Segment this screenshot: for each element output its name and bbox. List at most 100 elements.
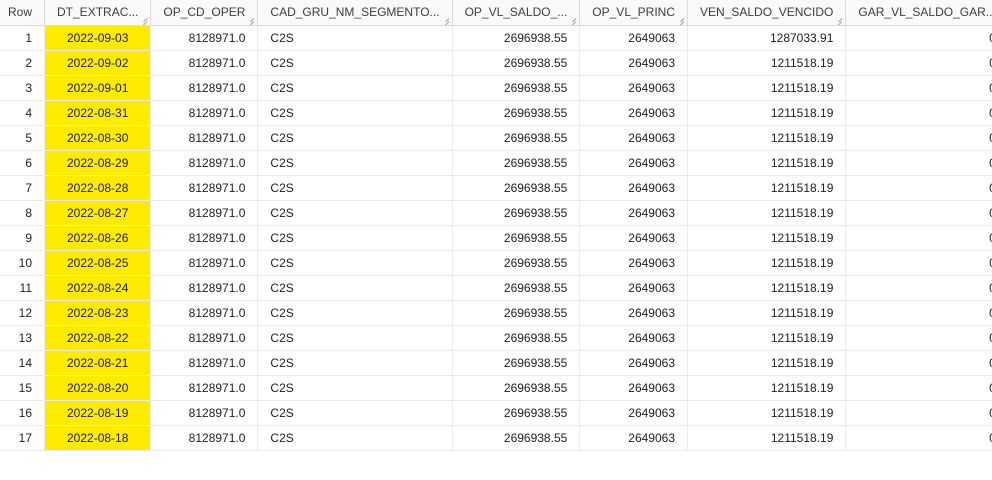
row-number[interactable]: 4 xyxy=(0,100,46,126)
cell-op-cd-oper[interactable]: 8128971.0 xyxy=(150,225,259,251)
cell-op-cd-oper[interactable]: 8128971.0 xyxy=(150,75,259,101)
cell-dt-extrac[interactable]: 2022-08-20 xyxy=(44,375,152,401)
cell-op-cd-oper[interactable]: 8128971.0 xyxy=(150,125,259,151)
cell-op-vl-princ[interactable]: 2649063 xyxy=(579,125,688,151)
row-number[interactable]: 17 xyxy=(0,425,46,451)
cell-op-cd-oper[interactable]: 8128971.0 xyxy=(150,375,259,401)
cell-gar-vl-saldo-gar[interactable]: 0 xyxy=(845,375,992,401)
cell-op-vl-saldo[interactable]: 2696938.55 xyxy=(452,75,581,101)
row-number[interactable]: 9 xyxy=(0,225,46,251)
cell-op-cd-oper[interactable]: 8128971.0 xyxy=(150,50,259,76)
column-header-op-cd-oper[interactable]: OP_CD_OPER xyxy=(150,0,259,26)
column-resize-handle-icon[interactable] xyxy=(140,15,147,22)
cell-gar-vl-saldo-gar[interactable]: 0 xyxy=(845,50,992,76)
cell-dt-extrac[interactable]: 2022-08-22 xyxy=(44,325,152,351)
cell-op-vl-saldo[interactable]: 2696938.55 xyxy=(452,50,581,76)
column-header-cad-gru-nm-segmento[interactable]: CAD_GRU_NM_SEGMENTO... xyxy=(257,0,453,26)
cell-dt-extrac[interactable]: 2022-08-30 xyxy=(44,125,152,151)
column-resize-handle-icon[interactable] xyxy=(569,15,576,22)
cell-op-vl-princ[interactable]: 2649063 xyxy=(579,325,688,351)
cell-op-vl-princ[interactable]: 2649063 xyxy=(579,25,688,51)
cell-op-cd-oper[interactable]: 8128971.0 xyxy=(150,100,259,126)
row-number[interactable]: 15 xyxy=(0,375,46,401)
table-row[interactable]: 16 2022-08-19 8128971.0 C2S 2696938.55 264906… xyxy=(0,400,992,426)
cell-dt-extrac[interactable]: 2022-08-31 xyxy=(44,100,152,126)
cell-cad-gru-nm-segmento[interactable]: C2S xyxy=(257,50,453,76)
cell-dt-extrac[interactable]: 2022-09-03 xyxy=(44,25,152,51)
cell-ven-saldo-vencido[interactable]: 1211518.19 xyxy=(687,75,847,101)
row-number[interactable]: 6 xyxy=(0,150,46,176)
row-number[interactable]: 8 xyxy=(0,200,46,226)
cell-ven-saldo-vencido[interactable]: 1211518.19 xyxy=(687,400,847,426)
table-row[interactable]: 6 2022-08-29 8128971.0 C2S 2696938.55 2649063… xyxy=(0,150,992,176)
column-header-dt-extrac[interactable]: DT_EXTRAC... xyxy=(44,0,152,26)
cell-ven-saldo-vencido[interactable]: 1211518.19 xyxy=(687,300,847,326)
column-header-ven-saldo-vencido[interactable]: VEN_SALDO_VENCIDO xyxy=(687,0,847,26)
cell-op-vl-princ[interactable]: 2649063 xyxy=(579,250,688,276)
row-number[interactable]: 7 xyxy=(0,175,46,201)
table-row[interactable]: 15 2022-08-20 8128971.0 C2S 2696938.55 264906… xyxy=(0,375,992,401)
cell-dt-extrac[interactable]: 2022-08-29 xyxy=(44,150,152,176)
cell-op-vl-saldo[interactable]: 2696938.55 xyxy=(452,125,581,151)
cell-op-vl-princ[interactable]: 2649063 xyxy=(579,175,688,201)
cell-gar-vl-saldo-gar[interactable]: 0 xyxy=(845,250,992,276)
cell-gar-vl-saldo-gar[interactable]: 0 xyxy=(845,200,992,226)
cell-gar-vl-saldo-gar[interactable]: 0 xyxy=(845,325,992,351)
cell-cad-gru-nm-segmento[interactable]: C2S xyxy=(257,25,453,51)
cell-op-vl-princ[interactable]: 2649063 xyxy=(579,100,688,126)
cell-ven-saldo-vencido[interactable]: 1211518.19 xyxy=(687,250,847,276)
cell-cad-gru-nm-segmento[interactable]: C2S xyxy=(257,400,453,426)
row-number[interactable]: 10 xyxy=(0,250,46,276)
cell-dt-extrac[interactable]: 2022-08-23 xyxy=(44,300,152,326)
cell-op-vl-saldo[interactable]: 2696938.55 xyxy=(452,375,581,401)
cell-op-cd-oper[interactable]: 8128971.0 xyxy=(150,200,259,226)
column-header-op-vl-saldo[interactable]: OP_VL_SALDO_... xyxy=(452,0,581,26)
table-row[interactable]: 3 2022-09-01 8128971.0 C2S 2696938.55 2649063… xyxy=(0,75,992,101)
cell-op-vl-princ[interactable]: 2649063 xyxy=(579,200,688,226)
column-resize-handle-icon[interactable] xyxy=(442,15,449,22)
column-resize-handle-icon[interactable] xyxy=(247,15,254,22)
cell-gar-vl-saldo-gar[interactable]: 0 xyxy=(845,75,992,101)
cell-gar-vl-saldo-gar[interactable]: 0 xyxy=(845,175,992,201)
row-number[interactable]: 2 xyxy=(0,50,46,76)
cell-gar-vl-saldo-gar[interactable]: 0 xyxy=(845,400,992,426)
cell-op-vl-saldo[interactable]: 2696938.55 xyxy=(452,350,581,376)
cell-op-cd-oper[interactable]: 8128971.0 xyxy=(150,325,259,351)
cell-op-cd-oper[interactable]: 8128971.0 xyxy=(150,400,259,426)
row-number[interactable]: 5 xyxy=(0,125,46,151)
cell-op-vl-princ[interactable]: 2649063 xyxy=(579,350,688,376)
cell-dt-extrac[interactable]: 2022-08-19 xyxy=(44,400,152,426)
cell-ven-saldo-vencido[interactable]: 1287033.91 xyxy=(687,25,847,51)
cell-op-vl-princ[interactable]: 2649063 xyxy=(579,225,688,251)
cell-gar-vl-saldo-gar[interactable]: 0 xyxy=(845,125,992,151)
cell-op-vl-saldo[interactable]: 2696938.55 xyxy=(452,300,581,326)
cell-op-vl-princ[interactable]: 2649063 xyxy=(579,425,688,451)
cell-dt-extrac[interactable]: 2022-09-01 xyxy=(44,75,152,101)
cell-cad-gru-nm-segmento[interactable]: C2S xyxy=(257,325,453,351)
table-row[interactable]: 10 2022-08-25 8128971.0 C2S 2696938.55 264906… xyxy=(0,250,992,276)
column-resize-handle-icon[interactable] xyxy=(835,15,842,22)
cell-dt-extrac[interactable]: 2022-08-21 xyxy=(44,350,152,376)
cell-dt-extrac[interactable]: 2022-08-27 xyxy=(44,200,152,226)
cell-op-vl-saldo[interactable]: 2696938.55 xyxy=(452,25,581,51)
table-row[interactable]: 11 2022-08-24 8128971.0 C2S 2696938.55 264906… xyxy=(0,275,992,301)
cell-ven-saldo-vencido[interactable]: 1211518.19 xyxy=(687,150,847,176)
cell-op-vl-saldo[interactable]: 2696938.55 xyxy=(452,100,581,126)
cell-ven-saldo-vencido[interactable]: 1211518.19 xyxy=(687,225,847,251)
cell-op-vl-saldo[interactable]: 2696938.55 xyxy=(452,275,581,301)
cell-cad-gru-nm-segmento[interactable]: C2S xyxy=(257,425,453,451)
cell-op-vl-saldo[interactable]: 2696938.55 xyxy=(452,400,581,426)
cell-ven-saldo-vencido[interactable]: 1211518.19 xyxy=(687,325,847,351)
column-header-gar-vl-saldo-gar[interactable]: GAR_VL_SALDO_GAR... xyxy=(845,0,992,26)
cell-dt-extrac[interactable]: 2022-08-28 xyxy=(44,175,152,201)
cell-dt-extrac[interactable]: 2022-08-26 xyxy=(44,225,152,251)
cell-cad-gru-nm-segmento[interactable]: C2S xyxy=(257,250,453,276)
cell-cad-gru-nm-segmento[interactable]: C2S xyxy=(257,75,453,101)
cell-op-vl-saldo[interactable]: 2696938.55 xyxy=(452,225,581,251)
column-header-op-vl-princ[interactable]: OP_VL_PRINC xyxy=(579,0,688,26)
cell-op-cd-oper[interactable]: 8128971.0 xyxy=(150,275,259,301)
cell-ven-saldo-vencido[interactable]: 1211518.19 xyxy=(687,200,847,226)
column-resize-handle-icon[interactable] xyxy=(677,15,684,22)
table-row[interactable]: 2 2022-09-02 8128971.0 C2S 2696938.55 2649063… xyxy=(0,50,992,76)
cell-gar-vl-saldo-gar[interactable]: 0 xyxy=(845,150,992,176)
